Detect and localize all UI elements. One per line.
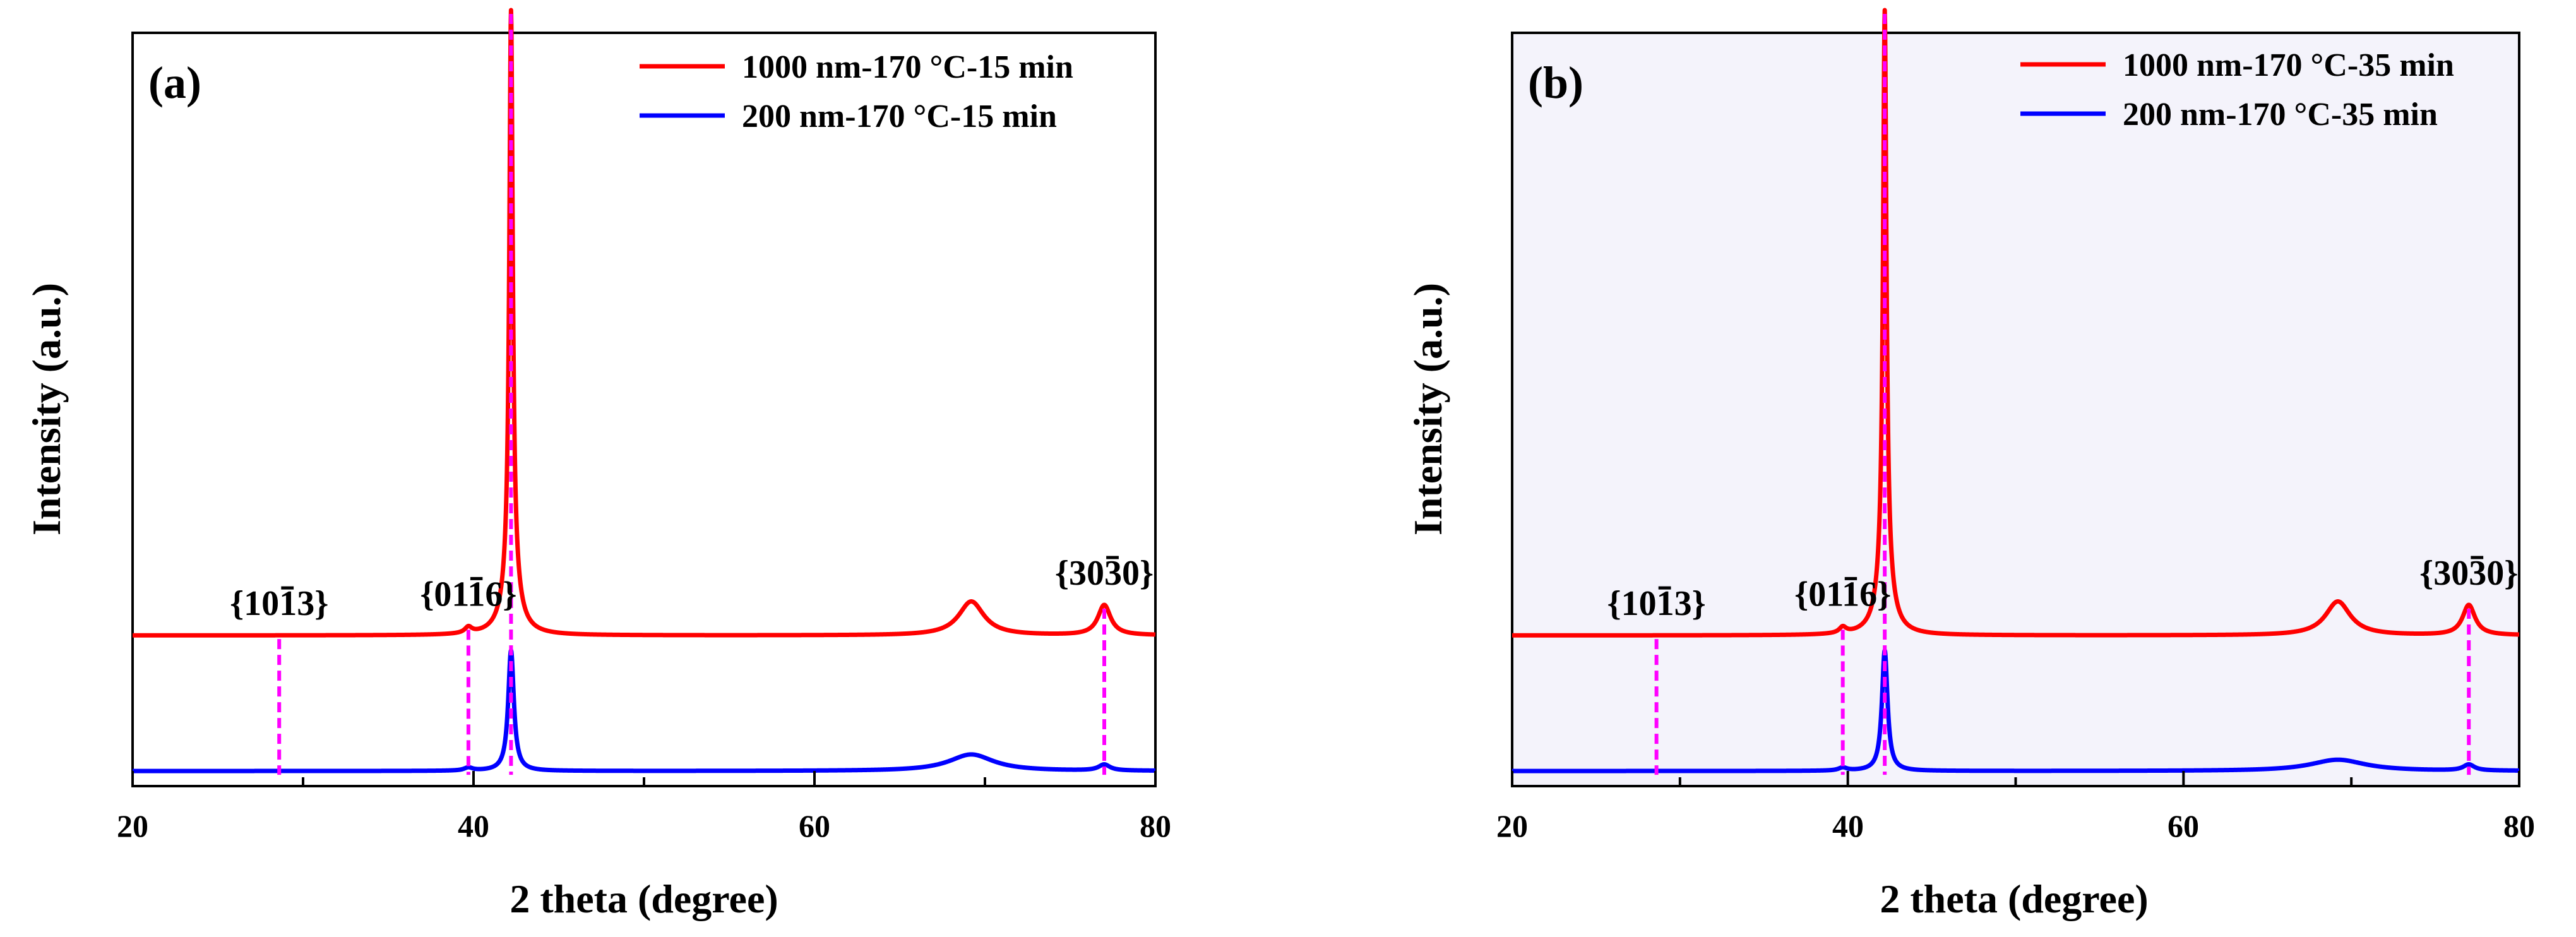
x-tick-label-b-20: 20 — [1496, 808, 1528, 844]
panel-letter-b: (b) — [1528, 57, 1583, 108]
plot-b-content: {1013}{0116}{1120}{3030} — [1510, 8, 2521, 786]
x-tick-label-b-80: 80 — [2503, 808, 2535, 844]
peak-label-a-3: {3030} — [1055, 554, 1154, 593]
series-line-b-0 — [1510, 8, 2521, 638]
x-tick-label-b-60: 60 — [2168, 808, 2199, 844]
series-line-a-1 — [131, 648, 1157, 773]
x-tick-label-a-20: 20 — [117, 808, 148, 844]
series-line-a-0 — [131, 8, 1157, 638]
x-tick-label-b-40: 40 — [1832, 808, 1864, 844]
peak-label-b-0: {1013} — [1607, 584, 1706, 623]
legend-label-b-0: 1000 nm-170 °C-35 min — [2123, 47, 2454, 83]
plot-a-content: {1013}{0116}{1120}{3030} — [131, 8, 1157, 786]
x-tick-label-a-60: 60 — [799, 808, 830, 844]
x-ticks-b: 20 40 60 80 — [1496, 808, 2535, 844]
x-tick-label-a-40: 40 — [458, 808, 489, 844]
legend-label-a-0: 1000 nm-170 °C-15 min — [742, 49, 1073, 85]
series-line-b-1 — [1510, 648, 2521, 773]
y-axis-title-a: Intensity (a.u.) — [24, 283, 69, 535]
legend-label-a-1: 200 nm-170 °C-15 min — [742, 98, 1057, 134]
peak-label-a-1: {0116} — [420, 575, 516, 614]
x-axis-title-b: 2 theta (degree) — [1880, 876, 2148, 921]
panel-letter-a: (a) — [148, 57, 201, 108]
x-tick-label-a-80: 80 — [1140, 808, 1171, 844]
x-axis-title-a: 2 theta (degree) — [510, 876, 778, 921]
peak-label-a-0: {1013} — [230, 584, 328, 623]
legend-label-b-1: 200 nm-170 °C-35 min — [2123, 97, 2438, 133]
peak-label-b-1: {0116} — [1794, 575, 1891, 614]
x-ticks-a: 20 40 60 80 — [117, 808, 1171, 844]
plot-area-b — [1511, 32, 2520, 787]
panel-a: {1013}{0116}{1120}{3030} (a) 1000 nm-170… — [24, 8, 1171, 921]
y-axis-title-b: Intensity (a.u.) — [1405, 283, 1450, 535]
panel-b: {1013}{0116}{1120}{3030} (b) 1000 nm-170… — [1405, 8, 2535, 921]
peak-label-b-3: {3030} — [2419, 554, 2518, 593]
plot-area-a — [131, 32, 1157, 787]
